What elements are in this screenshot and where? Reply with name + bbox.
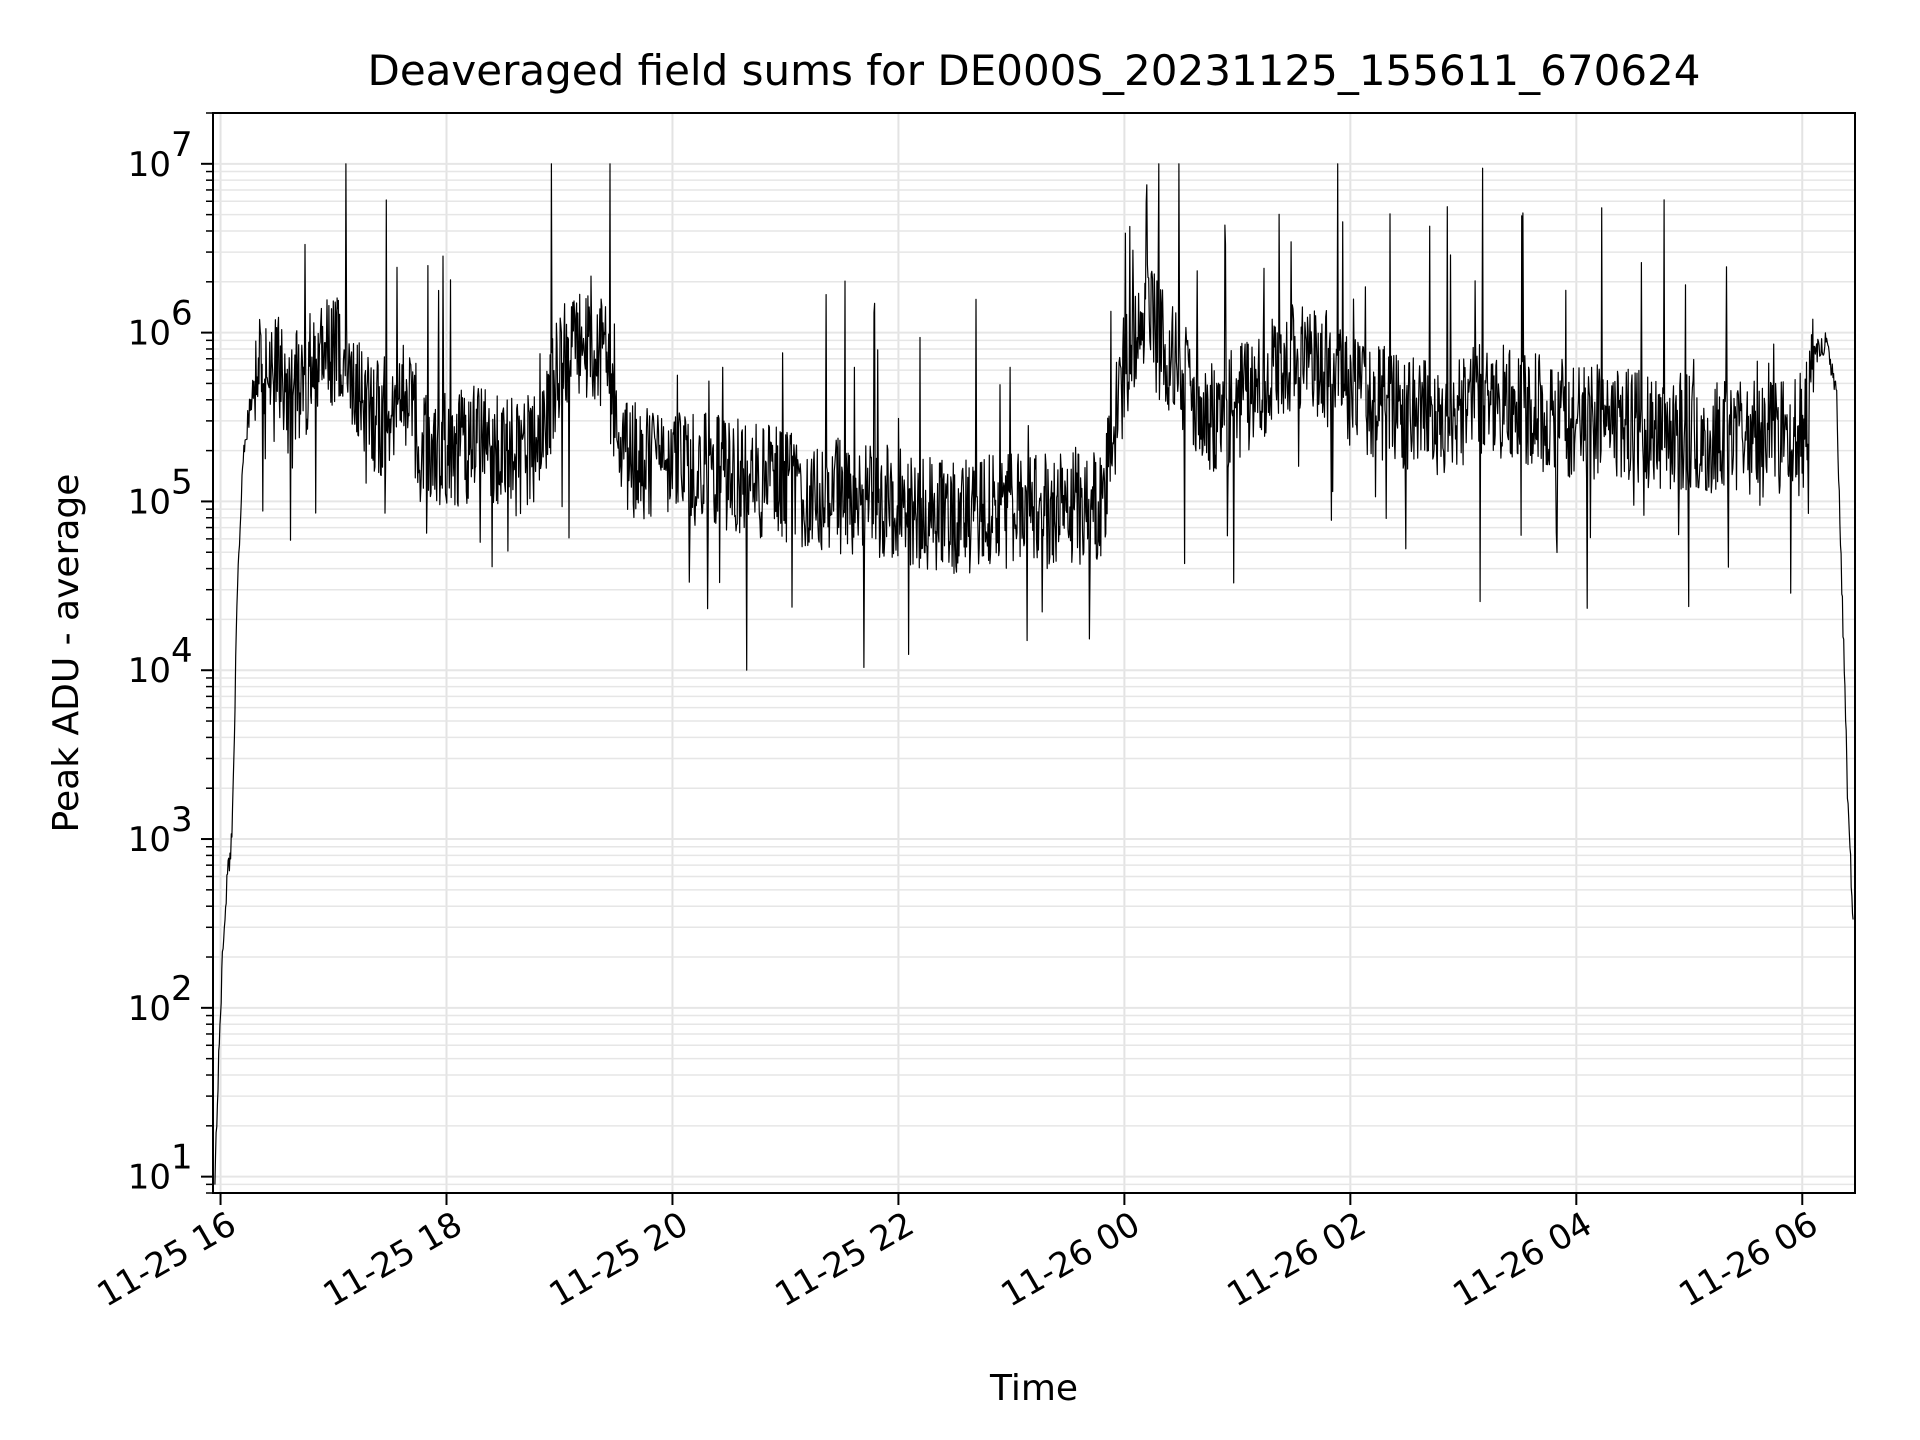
plot-frame [212,112,1856,1194]
x-tick-label: 11-25 16 [91,1204,243,1315]
y-tick-label-exponent: 3 [171,800,193,840]
y-tick-label-exponent: 6 [171,294,193,334]
axis-ticks: 11-25 16 11-25 18 11-25 20 11-25 22 11-26 00… [91,112,1825,1315]
x-tick-label: 11-25 18 [317,1204,469,1315]
y-tick-label-exponent: 7 [171,125,193,165]
y-tick-label: 10 [128,989,171,1029]
y-tick-label-exponent: 1 [171,1138,193,1178]
series-line-group [214,163,1854,1185]
x-axis-label: Time [989,1368,1078,1409]
x-tick-label: 11-26 06 [1672,1204,1824,1315]
x-tick-label: 11-26 00 [994,1204,1146,1315]
y-tick-label: 10 [128,820,171,860]
x-tick-label: 11-25 22 [769,1204,921,1315]
x-tick-label: 11-26 04 [1446,1204,1598,1315]
y-tick-label-exponent: 2 [171,969,193,1009]
x-tick-label: 11-26 02 [1220,1204,1372,1315]
y-tick-label-exponent: 4 [171,631,193,671]
chart-title: Deaveraged field sums for DE000S_2023112… [368,46,1701,95]
y-tick-label: 10 [128,145,171,185]
y-tick-label: 10 [128,1158,171,1198]
y-tick-label: 10 [128,314,171,354]
grid [213,112,1855,1194]
y-tick-label: 10 [128,482,171,522]
series-line [214,163,1854,1185]
x-tick-label: 11-25 20 [543,1204,695,1315]
y-tick-label: 10 [128,651,171,691]
y-tick-label-exponent: 5 [171,462,193,502]
y-axis-label: Peak ADU - average [46,474,87,833]
